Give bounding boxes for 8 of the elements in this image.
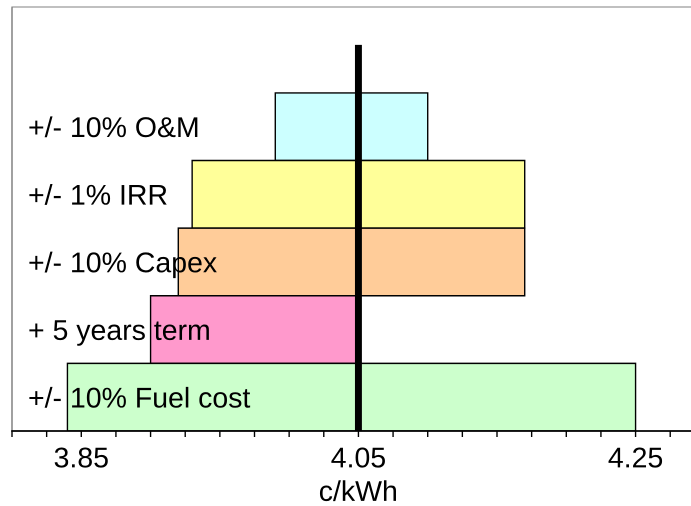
x-tick-label: 4.25	[608, 447, 662, 468]
x-tick-label: 4.05	[331, 447, 385, 468]
x-axis-title: c/kWh	[320, 480, 396, 502]
x-tick-label: 3.85	[54, 447, 108, 468]
y-tick-label: +/- 1% IRR	[29, 184, 167, 205]
y-tick-label: +/- 10% Fuel cost	[29, 386, 250, 408]
y-tick-label: + 5 years term	[29, 320, 209, 346]
y-tick-label: +/- 10% O&M	[29, 116, 198, 138]
